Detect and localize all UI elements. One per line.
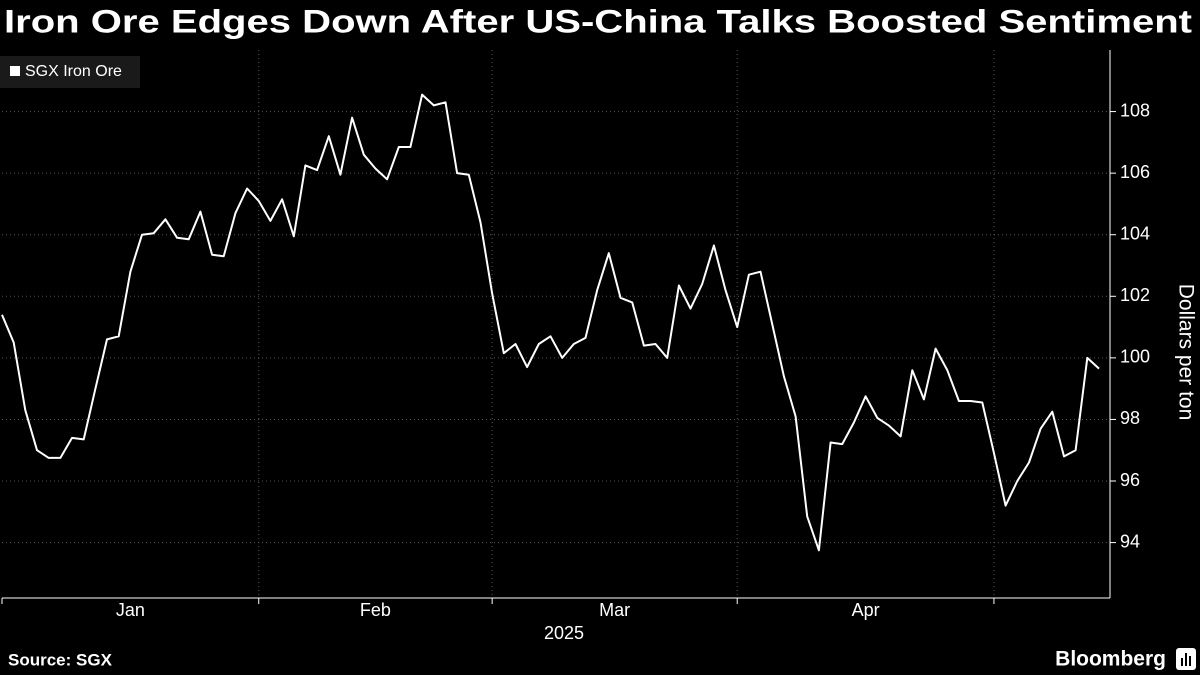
chart-title: Iron Ore Edges Down After US-China Talks…	[4, 3, 1192, 39]
y-tick-label: 102	[1120, 285, 1150, 305]
x-tick-label: Feb	[360, 600, 391, 620]
legend-box	[0, 56, 140, 88]
y-tick-label: 94	[1120, 531, 1140, 551]
x-axis-title: 2025	[544, 623, 584, 643]
y-tick-label: 98	[1120, 408, 1140, 428]
x-tick-label: Apr	[852, 600, 880, 620]
y-tick-label: 100	[1120, 347, 1150, 367]
source: Source: SGX	[8, 650, 113, 669]
line	[1, 93, 1100, 552]
x-tick-label: Mar	[599, 600, 630, 620]
brand-icon	[1176, 648, 1196, 670]
brand: Bloomberg	[1055, 648, 1166, 671]
legend-label: SGX Iron Ore	[25, 63, 122, 80]
x-tick-label: Jan	[116, 600, 145, 620]
y-axis-title: Dollars per ton	[1174, 284, 1197, 421]
y-tick-label: 106	[1120, 162, 1150, 182]
y-tick-label: 104	[1120, 223, 1150, 243]
y-tick-label: 108	[1120, 100, 1150, 120]
y-tick-label: 96	[1120, 470, 1140, 490]
legend-swatch	[10, 66, 20, 76]
